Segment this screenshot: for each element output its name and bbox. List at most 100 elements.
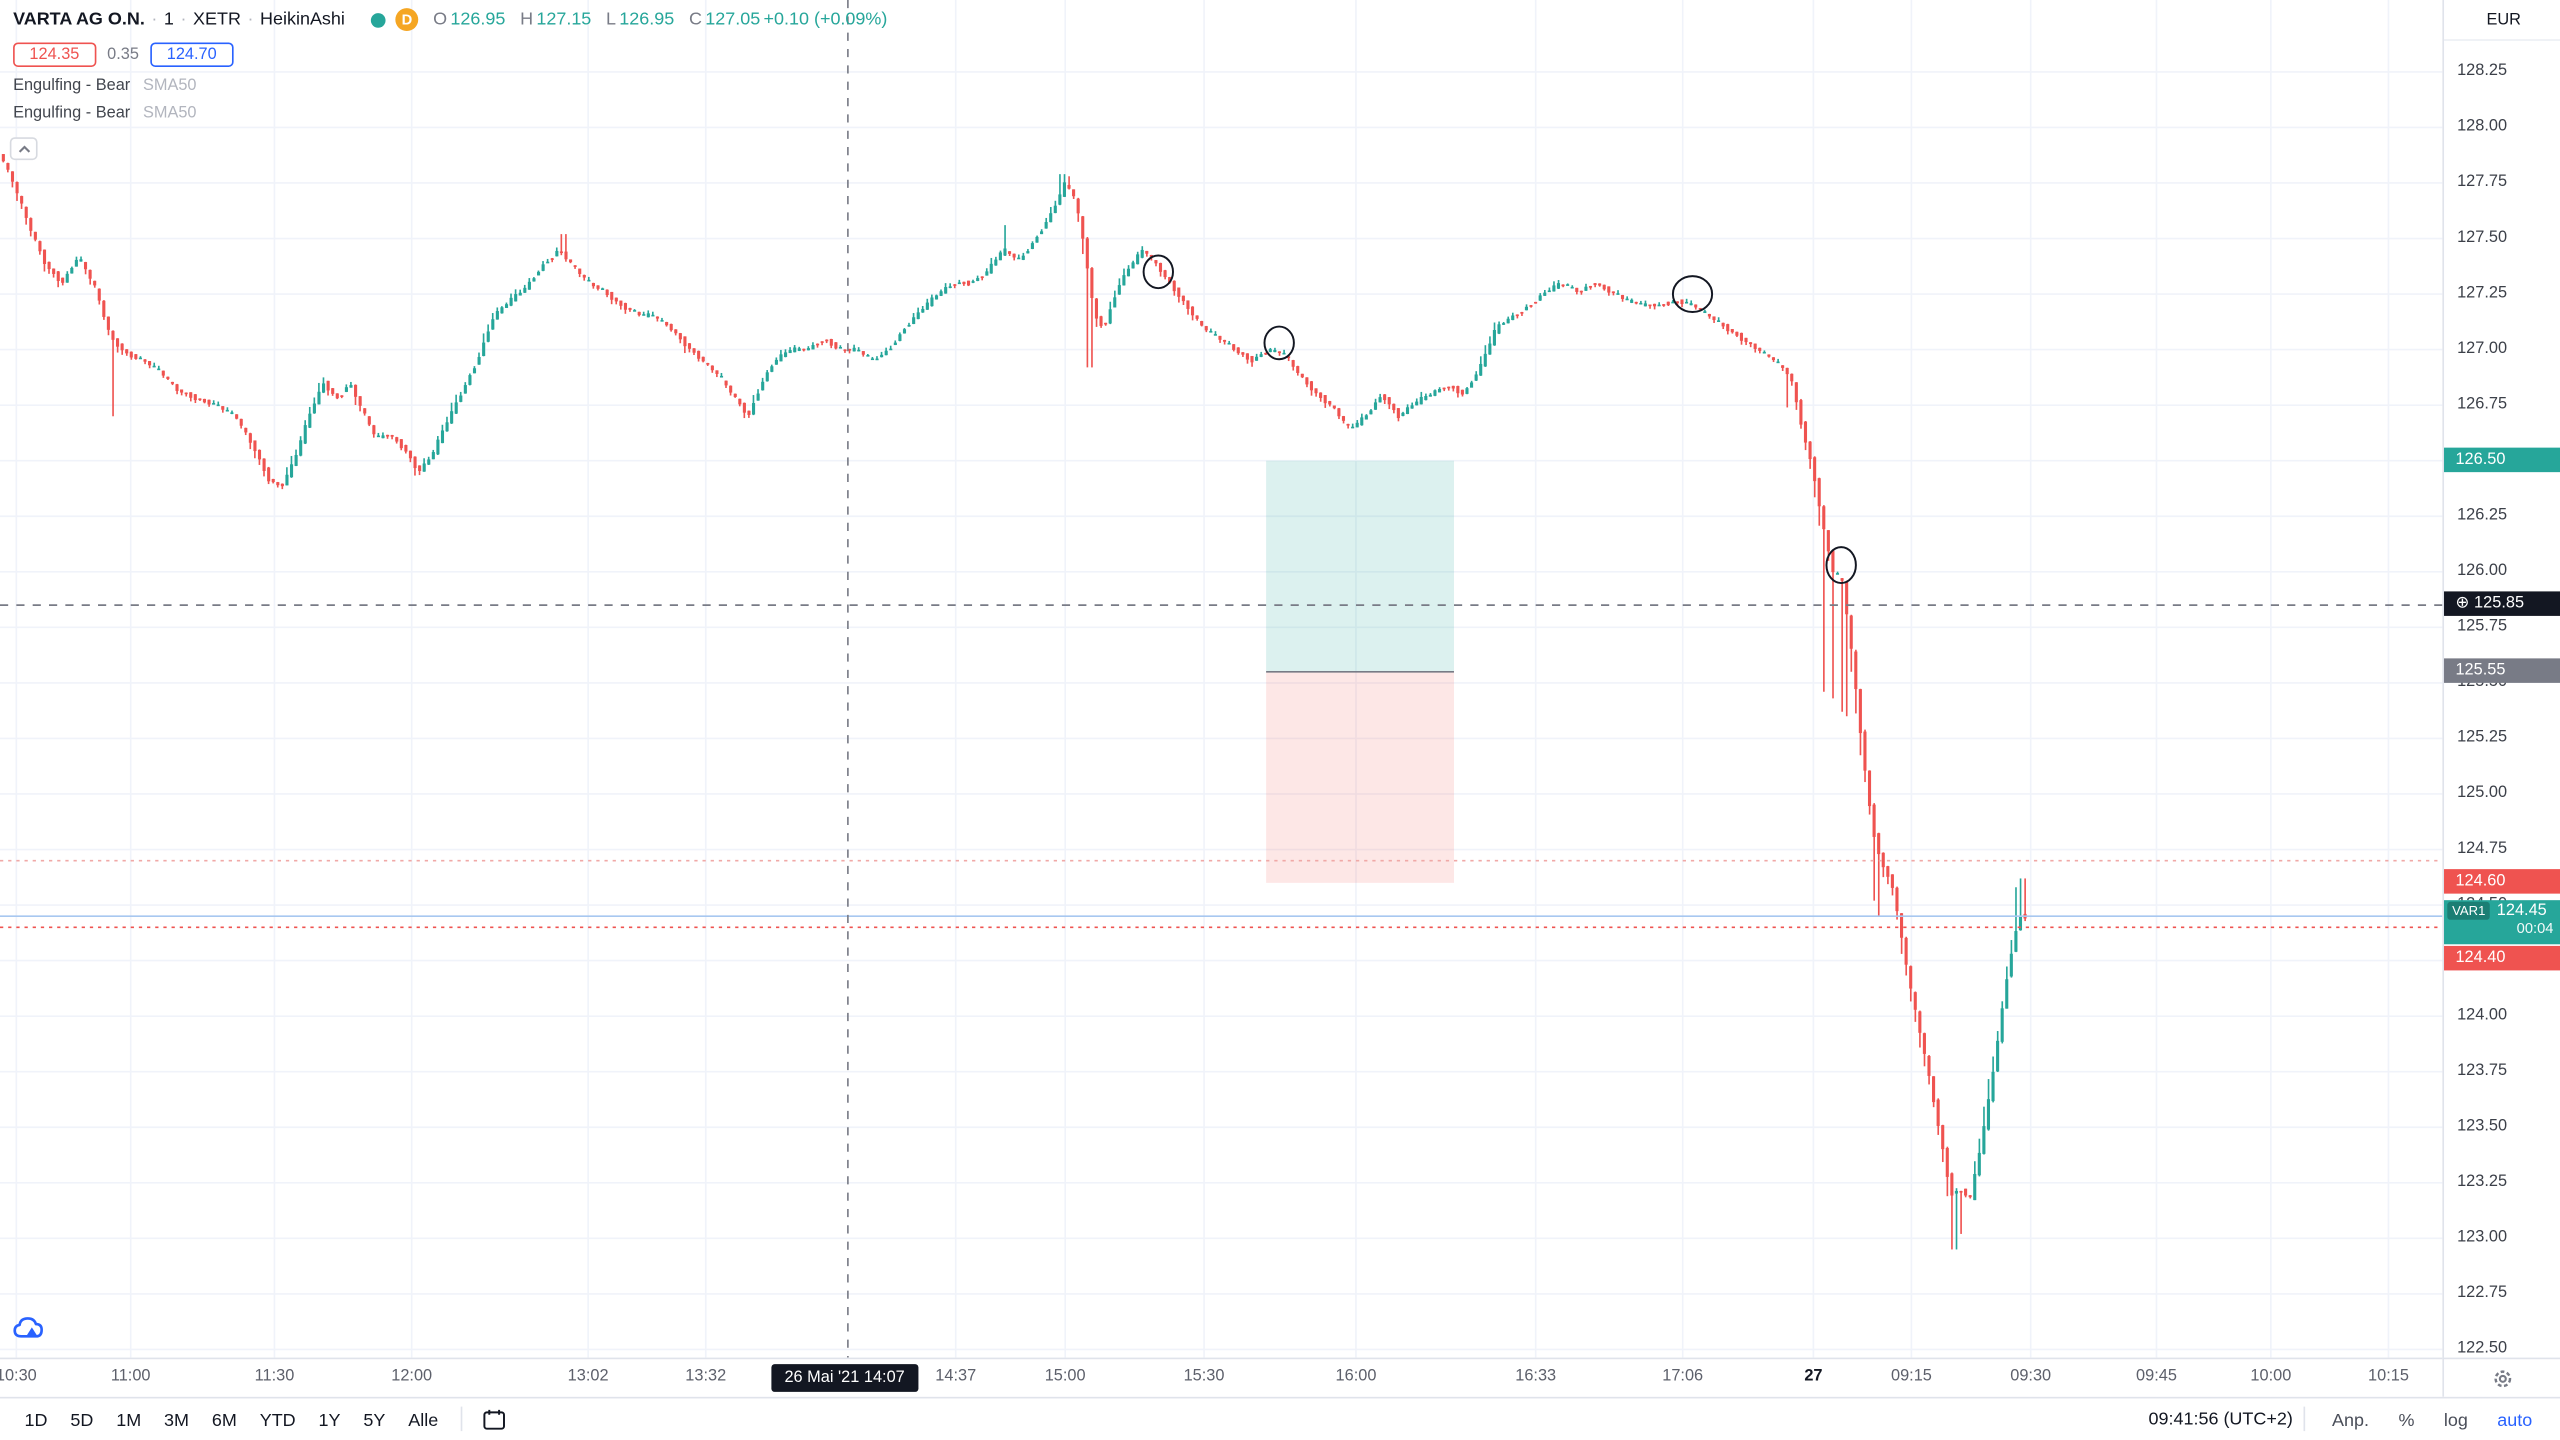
price-tick-label: 125.75 (2457, 617, 2508, 636)
candlestick-chart-canvas[interactable] (0, 0, 2443, 1358)
range-tab-1y[interactable]: 1Y (307, 1408, 352, 1434)
price-badge-entry: 125.55 (2444, 658, 2560, 684)
tradingview-logo-icon[interactable] (10, 1310, 52, 1351)
toggle-log-scale[interactable]: log (2443, 1411, 2468, 1431)
bottom-toolbar: 1D 5D 1M 3M 6M YTD 1Y 5Y Alle 09:41:56 (UTC+2) A… (0, 1396, 2560, 1440)
open-value: 126.95 (450, 9, 506, 30)
currency-label[interactable]: EUR (2444, 0, 2560, 41)
crosshair-time-badge: 26 Mai '21 14:07 (771, 1364, 918, 1392)
price-tick-label: 125.00 (2457, 784, 2508, 803)
time-tick-label: 15:00 (1044, 1367, 1086, 1386)
toolbar-divider (461, 1407, 463, 1432)
last-price-value: 124.45 (2496, 901, 2547, 920)
date-range-tabs: 1D 5D 1M 3M 6M YTD 1Y 5Y Alle (13, 1405, 450, 1434)
time-axis[interactable]: 10:30 11:00 11:30 12:00 13:02 13:32 14:37 15:00… (0, 1357, 2443, 1397)
crosshair-time-text: 26 Mai '21 14:07 (784, 1369, 905, 1388)
calendar-icon (483, 1409, 506, 1430)
time-tick-label: 12:00 (391, 1367, 433, 1386)
indicator-row[interactable]: Engulfing - Bear SMA50 (13, 77, 887, 95)
toggle-percent-scale[interactable]: % (2398, 1411, 2415, 1431)
var1-tag: VAR1 (2447, 901, 2491, 920)
price-tick-label: 123.00 (2457, 1228, 2508, 1247)
bar-countdown: 00:04 (2516, 919, 2554, 936)
toggle-adjust[interactable]: Anp. (2332, 1411, 2370, 1431)
buy-price-button[interactable]: 124.70 (150, 42, 234, 67)
symbol-legend-row: VARTA AG O.N. · 1 · XETR · HeikinAshi D … (13, 8, 888, 32)
open-label: O (433, 9, 448, 30)
low-value: 126.95 (619, 9, 675, 30)
range-tab-ytd[interactable]: YTD (248, 1408, 307, 1434)
price-badge-alert: 124.40 (2444, 945, 2560, 970)
indicator-param: SMA50 (142, 76, 197, 95)
time-tick-label: 16:00 (1335, 1367, 1377, 1386)
time-tick-label: 17:06 (1662, 1367, 1704, 1386)
chart-plot-area[interactable]: VARTA AG O.N. · 1 · XETR · HeikinAshi D … (0, 0, 2443, 1358)
chevron-up-icon (18, 144, 30, 152)
realtime-status-icon[interactable] (371, 12, 386, 27)
time-tick-label: 10:30 (0, 1367, 37, 1386)
price-tick-label: 126.75 (2457, 395, 2508, 414)
price-tick-label: 128.25 (2457, 62, 2508, 81)
indicator-param: SMA50 (142, 104, 197, 123)
time-tick-label: 27 (1804, 1367, 1823, 1386)
range-tab-1d[interactable]: 1D (13, 1408, 59, 1434)
price-tick-label: 122.75 (2457, 1284, 2508, 1303)
indicator-name: Engulfing - Bear (13, 104, 131, 123)
indicator-row[interactable]: Engulfing - Bear SMA50 (13, 105, 887, 123)
price-tick-label: 126.00 (2457, 561, 2508, 580)
clock-label[interactable]: 09:41:56 (UTC+2) (2148, 1409, 2293, 1430)
range-tab-alle[interactable]: Alle (397, 1408, 450, 1434)
price-tick-label: 122.50 (2457, 1339, 2508, 1358)
time-tick-label: 11:30 (254, 1367, 295, 1386)
gear-icon[interactable] (2491, 1367, 2514, 1390)
exchange-label: XETR (193, 9, 241, 30)
range-tab-6m[interactable]: 6M (200, 1408, 248, 1434)
scale-toggle-group: Anp.% log auto (2317, 1405, 2547, 1434)
high-label: H (520, 9, 534, 30)
collapse-indicators-button[interactable] (9, 137, 38, 161)
chart-type-label: HeikinAshi (260, 9, 345, 30)
axis-settings-corner[interactable] (2442, 1357, 2560, 1397)
price-tick-label: 124.00 (2457, 1006, 2508, 1025)
time-tick-label: 13:32 (685, 1367, 727, 1386)
range-tab-5d[interactable]: 5D (59, 1408, 105, 1434)
spread-label: 0.35 (107, 45, 139, 64)
sell-price-button[interactable]: 124.35 (13, 42, 96, 67)
go-to-date-button[interactable] (474, 1405, 515, 1434)
last-price-badge: VAR1 124.45 00:04 (2444, 899, 2560, 944)
time-tick-label: 14:37 (935, 1367, 977, 1386)
time-tick-label: 09:15 (1890, 1367, 1932, 1386)
toggle-auto-scale[interactable]: auto (2497, 1411, 2533, 1431)
price-tick-label: 123.75 (2457, 1061, 2508, 1080)
price-tick-label: 127.25 (2457, 284, 2508, 303)
high-value: 127.15 (536, 9, 592, 30)
price-badge-stop: 124.60 (2444, 869, 2560, 895)
separator: · (247, 9, 254, 30)
crosshair-target-icon: ⊕ (2455, 595, 2470, 614)
symbol-title[interactable]: VARTA AG O.N. (13, 9, 145, 30)
time-tick-label: 11:00 (110, 1367, 151, 1386)
interval-label[interactable]: 1 (163, 9, 174, 30)
price-badge-target: 126.50 (2444, 447, 2560, 473)
price-tick-label: 123.25 (2457, 1172, 2508, 1191)
close-label: C (688, 9, 702, 30)
time-tick-label: 10:15 (2368, 1367, 2409, 1386)
time-tick-label: 13:02 (567, 1367, 609, 1386)
price-tick-label: 123.50 (2457, 1117, 2508, 1136)
range-tab-1m[interactable]: 1M (105, 1408, 153, 1434)
price-tick-label: 126.25 (2457, 506, 2508, 525)
range-tab-3m[interactable]: 3M (153, 1408, 201, 1434)
price-badge-crosshair: ⊕ 125.85 (2444, 592, 2560, 617)
time-tick-label: 09:30 (2010, 1367, 2052, 1386)
separator: · (180, 9, 187, 30)
time-tick-label: 09:45 (2136, 1367, 2177, 1386)
price-axis[interactable]: EUR 128.25 128.00 127.75 127.50 127.25 127.00… (2442, 0, 2560, 1358)
delayed-data-badge[interactable]: D (395, 8, 419, 32)
price-tick-label: 127.00 (2457, 339, 2508, 358)
price-tick-label: 125.25 (2457, 728, 2508, 747)
change-value: +0.10 (+0.09%) (763, 9, 888, 30)
range-tab-5y[interactable]: 5Y (352, 1408, 397, 1434)
close-value: 127.05 (705, 9, 761, 30)
buy-sell-row: 124.35 0.35 124.70 (13, 42, 887, 67)
